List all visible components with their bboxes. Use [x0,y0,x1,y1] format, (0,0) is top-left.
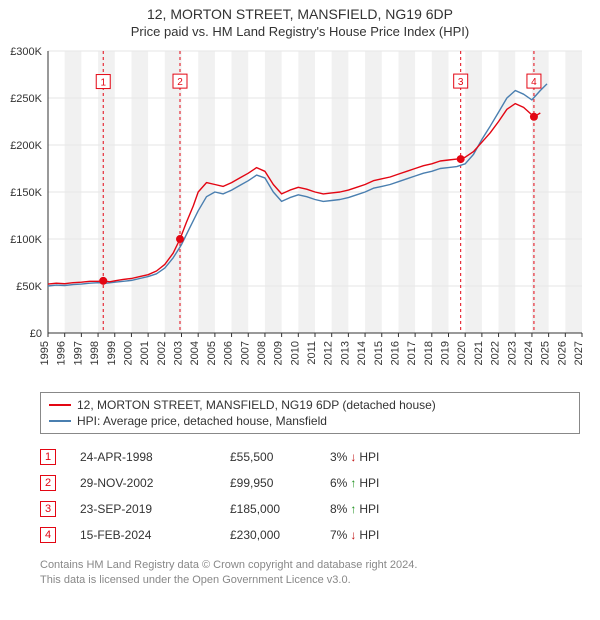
svg-text:2013: 2013 [339,341,351,365]
svg-text:2009: 2009 [273,341,285,365]
svg-text:3: 3 [458,77,464,88]
hpi-arrow-icon: ↓ [350,450,356,464]
sale-hpi: 7% ↓ HPI [330,528,450,542]
svg-text:2025: 2025 [540,341,552,365]
sale-price: £185,000 [230,502,330,516]
svg-text:2021: 2021 [473,341,485,365]
svg-text:£0: £0 [30,328,42,340]
svg-text:2014: 2014 [356,341,368,365]
svg-text:£200K: £200K [10,140,42,152]
table-row: 3 23-SEP-2019£185,0008% ↑ HPI [40,496,580,522]
svg-text:2017: 2017 [406,341,418,365]
footer-line: This data is licensed under the Open Gov… [40,573,580,588]
legend-swatch-blue [49,420,71,422]
svg-text:1997: 1997 [72,341,84,365]
hpi-arrow-icon: ↑ [350,502,356,516]
footer-line: Contains HM Land Registry data © Crown c… [40,558,580,573]
svg-text:2019: 2019 [440,341,452,365]
svg-text:2022: 2022 [490,341,502,365]
svg-text:1998: 1998 [89,341,101,365]
svg-text:2020: 2020 [456,341,468,365]
svg-text:2006: 2006 [223,341,235,365]
sale-hpi: 3% ↓ HPI [330,450,450,464]
chart-legend: 12, MORTON STREET, MANSFIELD, NG19 6DP (… [40,392,580,434]
title-address: 12, MORTON STREET, MANSFIELD, NG19 6DP [0,6,600,22]
svg-text:4: 4 [531,77,537,88]
sale-hpi: 8% ↑ HPI [330,502,450,516]
svg-text:2007: 2007 [239,341,251,365]
svg-text:2018: 2018 [423,341,435,365]
sale-price: £230,000 [230,528,330,542]
svg-text:£50K: £50K [16,281,42,293]
sale-price: £55,500 [230,450,330,464]
svg-text:£150K: £150K [10,187,42,199]
svg-text:1: 1 [100,78,106,89]
sale-marker-box: 3 [40,501,56,517]
svg-text:2003: 2003 [173,341,185,365]
svg-text:1999: 1999 [106,341,118,365]
svg-text:2024: 2024 [523,341,535,365]
svg-text:2012: 2012 [323,341,335,365]
svg-text:2001: 2001 [139,341,151,365]
sale-marker-box: 2 [40,475,56,491]
sale-marker-box: 1 [40,449,56,465]
hpi-arrow-icon: ↓ [350,528,356,542]
sales-table: 124-APR-1998£55,5003% ↓ HPI229-NOV-2002£… [40,444,580,548]
title-subtitle: Price paid vs. HM Land Registry's House … [0,24,600,39]
legend-label: 12, MORTON STREET, MANSFIELD, NG19 6DP (… [77,398,436,412]
sale-date: 29-NOV-2002 [80,476,230,490]
legend-item: HPI: Average price, detached house, Mans… [49,413,571,429]
svg-text:2010: 2010 [289,341,301,365]
legend-swatch-red [49,404,71,406]
svg-text:2027: 2027 [573,341,585,365]
legend-item: 12, MORTON STREET, MANSFIELD, NG19 6DP (… [49,397,571,413]
svg-text:2002: 2002 [156,341,168,365]
price-chart: £0 £50K £100K £150K £200K £250K £300K 1995 1996 1… [0,41,600,386]
table-row: 1 24-APR-1998£55,5003% ↓ HPI [40,444,580,470]
svg-text:1995: 1995 [39,341,51,365]
sale-date: 23-SEP-2019 [80,502,230,516]
hpi-arrow-icon: ↑ [350,476,356,490]
svg-text:£250K: £250K [10,93,42,105]
sale-date: 15-FEB-2024 [80,528,230,542]
table-row: 2 29-NOV-2002£99,9506% ↑ HPI [40,470,580,496]
footer-attribution: Contains HM Land Registry data © Crown c… [40,558,580,588]
svg-text:£100K: £100K [10,234,42,246]
table-row: 4 15-FEB-2024£230,0007% ↓ HPI [40,522,580,548]
sale-hpi: 6% ↑ HPI [330,476,450,490]
svg-text:2015: 2015 [373,341,385,365]
svg-text:2023: 2023 [506,341,518,365]
svg-text:2026: 2026 [556,341,568,365]
svg-text:1996: 1996 [56,341,68,365]
svg-text:2008: 2008 [256,341,268,365]
sale-marker-box: 4 [40,527,56,543]
svg-text:2016: 2016 [389,341,401,365]
sale-price: £99,950 [230,476,330,490]
chart-svg: £0 £50K £100K £150K £200K £250K £300K 1995 1996 1… [0,41,600,381]
svg-text:2000: 2000 [122,341,134,365]
sale-date: 24-APR-1998 [80,450,230,464]
svg-text:2004: 2004 [189,341,201,365]
svg-text:2: 2 [177,77,183,88]
legend-label: HPI: Average price, detached house, Mans… [77,414,327,428]
svg-text:2011: 2011 [306,341,318,365]
svg-text:£300K: £300K [10,46,42,58]
svg-text:2005: 2005 [206,341,218,365]
